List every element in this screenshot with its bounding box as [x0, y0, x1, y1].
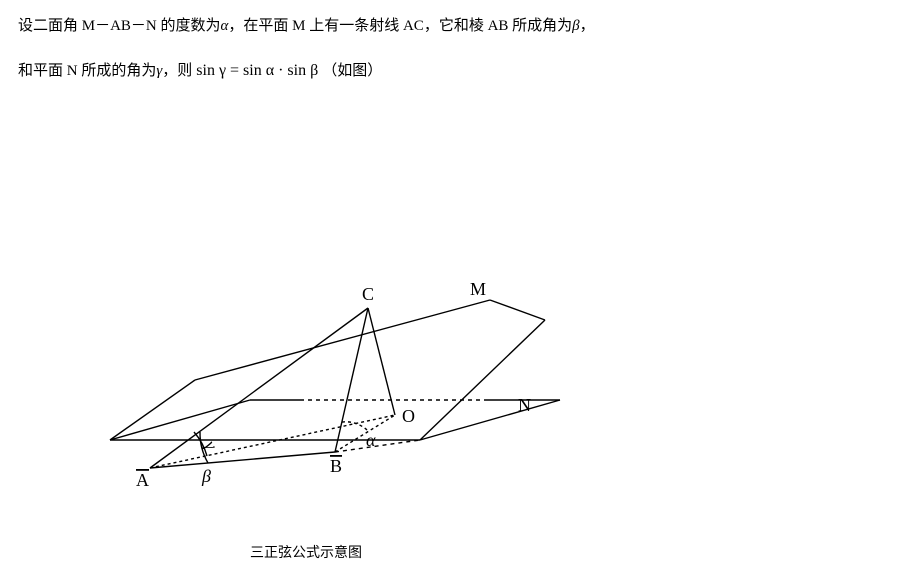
label-alpha: α: [366, 430, 376, 450]
segment-bc: [335, 308, 368, 452]
edge-ab-dashed: [335, 440, 420, 452]
label-c: C: [362, 284, 374, 304]
label-a: A: [136, 470, 149, 490]
label-b: B: [330, 456, 342, 476]
edge-ab-visible: [150, 452, 335, 468]
formula-three-sines: sin γ = sin α · sin β: [192, 62, 322, 79]
diagram-svg: M N A B C O α β γ: [90, 190, 590, 520]
text-fragment: ，在平面 M 上有一条射线 AC，它和棱 AB 所成角为: [228, 18, 572, 34]
figure-diagram: M N A B C O α β γ: [90, 190, 590, 490]
figure-caption: 三正弦公式示意图: [250, 542, 362, 562]
text-fragment: 设二面角 M－AB－N 的度数为: [18, 18, 221, 34]
segment-bo-dashed: [335, 415, 395, 452]
label-n: N: [518, 395, 531, 415]
text-fragment: 和平面 N 所成的角为: [18, 63, 156, 79]
problem-text-line-2: 和平面 N 所成的角为γ，则 sin γ = sin α · sin β （如图…: [18, 58, 905, 84]
plane-m-left-to-ab: [110, 380, 195, 440]
plane-m-right-edge: [490, 300, 545, 320]
label-o: O: [402, 406, 415, 426]
plane-n-left-edge: [110, 400, 250, 440]
symbol-beta: β: [572, 18, 579, 34]
problem-text-line-1: 设二面角 M－AB－N 的度数为α，在平面 M 上有一条射线 AC，它和棱 AB…: [18, 14, 905, 38]
text-fragment: ，则: [162, 63, 192, 79]
page-root: 设二面角 M－AB－N 的度数为 α ，在平面 M 上有一条射线 AC，它和棱 AB…: [0, 0, 923, 584]
label-beta: β: [201, 466, 211, 486]
text-fragment: ，: [580, 18, 595, 34]
text-fragment: （如图）: [322, 63, 382, 79]
segment-co: [368, 308, 395, 415]
label-m: M: [470, 279, 486, 299]
plane-m-back-edge: [195, 300, 490, 380]
